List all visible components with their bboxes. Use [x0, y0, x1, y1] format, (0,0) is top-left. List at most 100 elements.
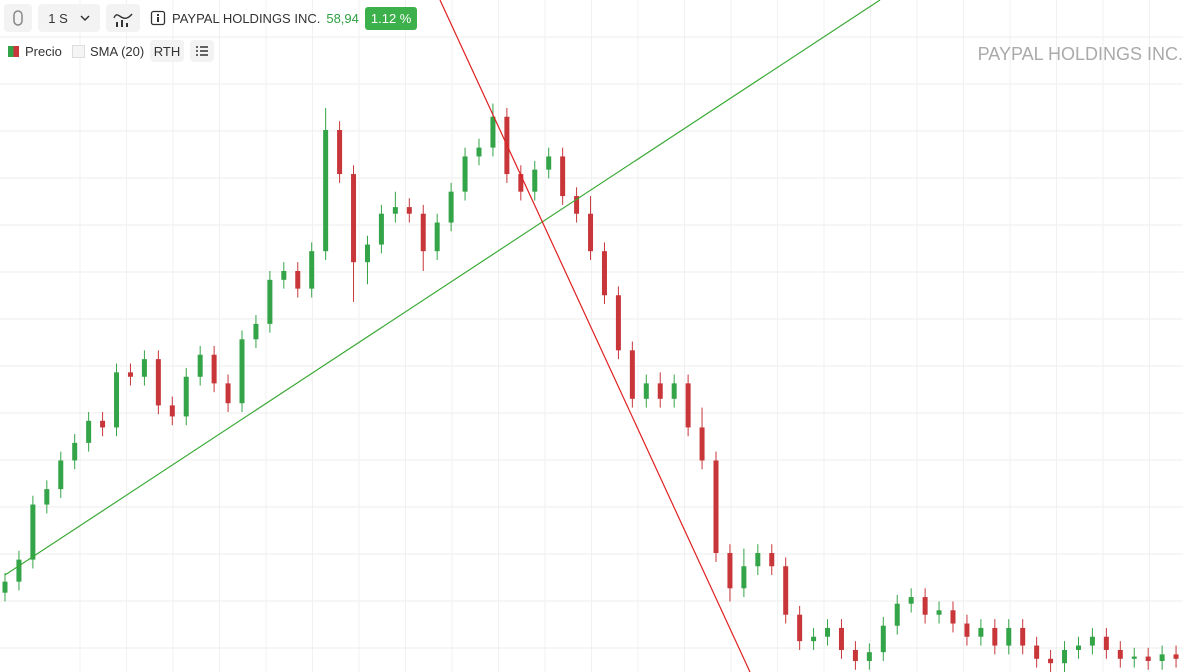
interval: 1 S [48, 10, 68, 26]
candle-body [838, 627, 844, 650]
candle-body [964, 623, 970, 637]
candle-body [44, 489, 50, 505]
candle-body [420, 213, 426, 252]
indicators-button[interactable] [106, 4, 140, 32]
swatch [72, 44, 85, 58]
candle-body [378, 213, 384, 245]
legend-label: Precio [25, 43, 62, 59]
candle-body [601, 251, 607, 296]
candle-body [309, 251, 315, 289]
candle-body [490, 116, 496, 148]
candle-body [16, 559, 22, 582]
symbol: PAYPAL HOLDINGS INC. [172, 10, 321, 26]
trend-line-down [439, 0, 751, 672]
candle-body [1075, 645, 1081, 650]
rth-button[interactable]: RTH [150, 40, 184, 62]
icon [13, 10, 23, 26]
candle-body [755, 553, 761, 567]
candle-body [225, 383, 231, 404]
candle-body [295, 271, 301, 289]
legend-label: SMA (20) [90, 43, 145, 59]
candle-body [1062, 649, 1068, 664]
icon [196, 46, 208, 56]
candle-body [825, 627, 831, 637]
candle-body [114, 372, 120, 428]
icon [150, 10, 166, 26]
candle-body [448, 191, 454, 223]
candle-body [1117, 649, 1123, 659]
candle-body [936, 610, 942, 615]
candles [2, 103, 1193, 672]
candle-body [406, 207, 412, 214]
crosshair-button[interactable] [4, 4, 32, 32]
candle-body [392, 207, 398, 214]
legend-sma[interactable]: SMA (20) [72, 40, 144, 62]
candle-body [1089, 636, 1095, 646]
candle-body [769, 553, 775, 567]
candle-body [30, 504, 36, 560]
icon [113, 13, 133, 27]
candle-body [518, 174, 524, 192]
candle-body [364, 244, 370, 263]
legend-price[interactable]: Precio [8, 40, 62, 62]
candle-body [1159, 654, 1165, 661]
candle-body [908, 597, 914, 604]
price-axis [1183, 0, 1200, 672]
candle-body [574, 196, 580, 214]
candle-body [922, 597, 928, 615]
candle-body [1020, 627, 1026, 646]
candle-body [337, 129, 343, 175]
candle-body [629, 350, 635, 399]
candle-body [253, 323, 259, 340]
candle-body [671, 383, 677, 399]
candle-body [462, 156, 468, 192]
icon [80, 15, 90, 22]
candle-body [141, 359, 147, 377]
rth: RTH [153, 43, 181, 59]
candle-body [978, 627, 984, 637]
candle-body [86, 420, 92, 443]
list-button[interactable] [190, 40, 214, 62]
candle-body [127, 372, 133, 377]
candle-body [72, 442, 78, 461]
candle-body [1006, 627, 1012, 646]
candle-body [546, 156, 552, 170]
candle-body [685, 383, 691, 428]
candle-body [657, 383, 663, 399]
change: 1.12 % [364, 6, 418, 30]
candle-body [1173, 654, 1179, 659]
candle-body [1131, 656, 1137, 659]
candle-body [58, 460, 64, 490]
candle-body [560, 156, 566, 197]
candle-body [1034, 645, 1040, 659]
watermark: PAYPAL HOLDINGS INC. [978, 44, 1183, 64]
candle-body [281, 271, 287, 280]
candle-body [699, 427, 705, 461]
candle-body [880, 625, 886, 653]
candle-body [894, 603, 900, 626]
symbol-info: PAYPAL HOLDINGS INC. 58,94 1.12 % [150, 4, 418, 32]
trend-line-up [4, 0, 881, 576]
candle-body [1145, 656, 1151, 661]
candle-body [727, 553, 733, 589]
candle-body [1103, 636, 1109, 650]
candle-body [588, 213, 594, 252]
candle-body [434, 222, 440, 252]
candle-body [797, 614, 803, 642]
interval-button[interactable]: 1 S [38, 4, 100, 32]
candle-body [950, 610, 956, 624]
candle-body [2, 581, 8, 593]
price: 58,94 [326, 10, 359, 26]
candle-body [713, 460, 719, 554]
candle-body [211, 354, 217, 384]
candle-body [100, 420, 106, 428]
candle-body [155, 359, 161, 406]
candle-body [351, 174, 357, 263]
candle-body [811, 636, 817, 642]
candle-body [783, 566, 789, 615]
candle-body [852, 649, 858, 661]
candle-body [239, 339, 245, 404]
